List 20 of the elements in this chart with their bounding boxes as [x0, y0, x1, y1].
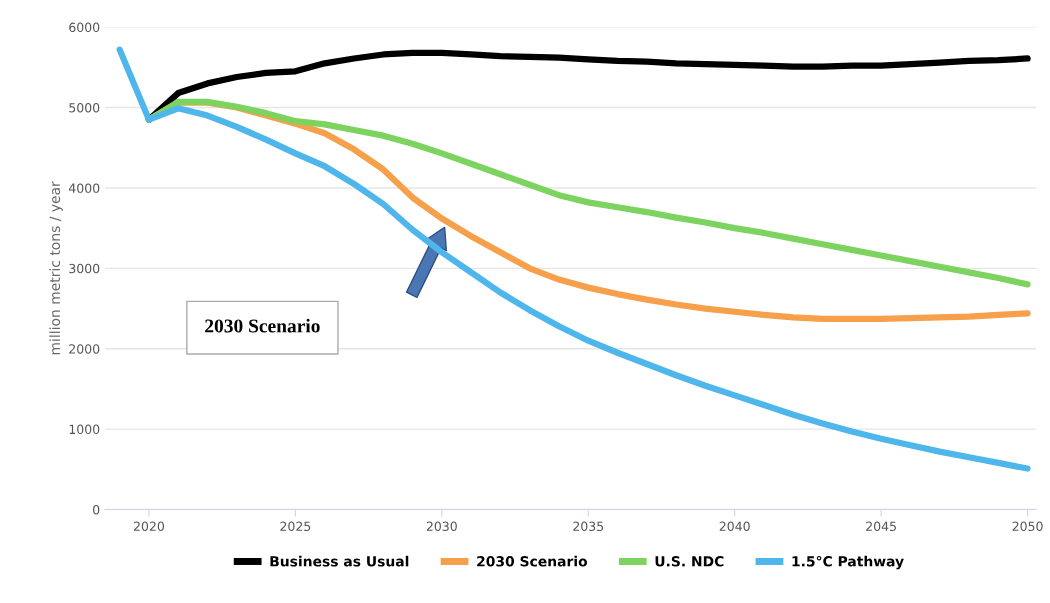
legend-label: 2030 Scenario [477, 555, 588, 567]
x-tick-label: 2025 [280, 521, 311, 532]
y-axis-title: million metric tons / year [49, 181, 63, 355]
y-tick-label: 1000 [69, 424, 100, 435]
y-tick-label: 3000 [69, 263, 100, 274]
x-tick-label: 2035 [573, 521, 604, 532]
y-tick-label: 5000 [69, 103, 100, 113]
legend-label: U.S. NDC [655, 556, 724, 567]
annotation: 2030 Scenario [205, 318, 320, 333]
x-tick-label: 2050 [1012, 521, 1043, 532]
y-tick-label: 4000 [68, 183, 100, 193]
legend-label: Business as Usual [270, 555, 409, 567]
y-tick-label: 0 [93, 505, 100, 515]
x-tick-label: 2045 [866, 521, 896, 532]
y-tick-label: 6000 [69, 22, 100, 33]
legend-label: 1.5°C Pathway [792, 555, 904, 570]
x-tick-label: 2020 [133, 521, 165, 532]
x-tick-label: 2040 [719, 521, 750, 532]
y-tick-label: 2000 [69, 344, 100, 354]
x-tick-label: 2030 [426, 521, 457, 532]
